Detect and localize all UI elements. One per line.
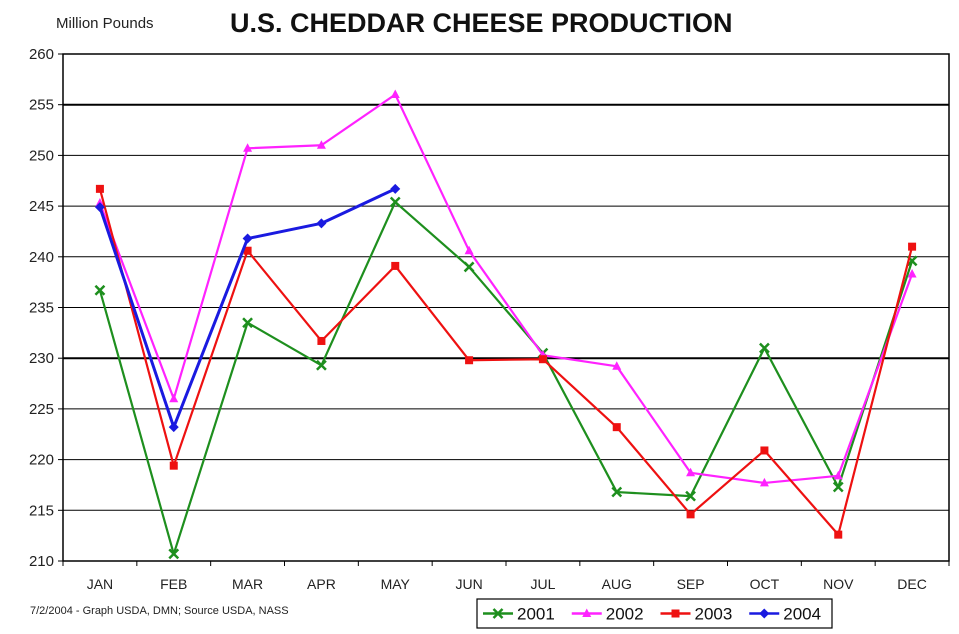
data-point bbox=[612, 423, 621, 432]
y-tick-label: 255 bbox=[29, 97, 54, 114]
data-point bbox=[391, 261, 400, 270]
legend-label: 2004 bbox=[783, 605, 821, 624]
data-point bbox=[686, 467, 696, 477]
data-point bbox=[686, 510, 695, 519]
x-tick-label: JUN bbox=[455, 576, 482, 592]
data-point bbox=[390, 183, 401, 194]
data-point bbox=[169, 461, 178, 470]
data-point bbox=[168, 548, 180, 560]
series-2003 bbox=[95, 184, 917, 539]
data-point bbox=[243, 143, 253, 152]
series-line bbox=[98, 200, 914, 556]
y-tick-label: 260 bbox=[29, 46, 54, 63]
data-point bbox=[612, 361, 622, 370]
data-point bbox=[464, 245, 474, 255]
data-point bbox=[760, 446, 769, 455]
legend-marker bbox=[582, 608, 592, 617]
legend: 2001 2002 2003 2004 bbox=[476, 598, 833, 629]
data-point bbox=[832, 481, 844, 493]
data-point bbox=[759, 342, 770, 354]
legend-item: 2002 bbox=[571, 605, 644, 624]
legend-marker bbox=[759, 608, 770, 619]
data-point bbox=[169, 393, 179, 403]
x-tick-label: MAR bbox=[232, 576, 263, 592]
x-tick-label: MAY bbox=[381, 576, 411, 592]
data-point bbox=[168, 422, 179, 433]
data-point bbox=[94, 202, 105, 213]
series-2004 bbox=[94, 183, 401, 433]
data-point bbox=[907, 269, 917, 278]
data-point bbox=[759, 477, 769, 487]
data-point bbox=[908, 242, 917, 251]
series-line bbox=[98, 188, 914, 536]
x-tick-labels: JAN FEB MAR APR MAY JUN JUL AUG SEP OCT NOV DEC bbox=[87, 576, 927, 592]
legend-label: 2003 bbox=[695, 605, 733, 624]
legend-item: 2001 bbox=[483, 605, 555, 624]
y-tick-label: 230 bbox=[29, 350, 54, 367]
y-tick-label: 250 bbox=[29, 147, 54, 164]
data-point bbox=[95, 184, 104, 193]
y-tick-label: 235 bbox=[29, 300, 54, 317]
y-tick-label: 220 bbox=[29, 452, 54, 469]
data-point bbox=[316, 359, 327, 371]
data-point bbox=[611, 486, 623, 498]
x-tick-label: AUG bbox=[602, 576, 632, 592]
x-tick-label: JUL bbox=[530, 576, 555, 592]
data-point bbox=[463, 261, 475, 273]
x-tick-label: DEC bbox=[897, 576, 927, 592]
footnote: 7/2/2004 - Graph USDA, DMN; Source USDA,… bbox=[30, 605, 289, 617]
data-point bbox=[685, 490, 696, 502]
x-tick-label: JAN bbox=[87, 576, 113, 592]
x-tick-label: SEP bbox=[677, 576, 705, 592]
data-point bbox=[390, 89, 400, 99]
chart-title: U.S. CHEDDAR CHEESE PRODUCTION bbox=[230, 8, 733, 38]
y-axis-label: Million Pounds bbox=[56, 15, 154, 32]
data-point bbox=[316, 140, 326, 149]
x-tick-label: NOV bbox=[823, 576, 854, 592]
data-point bbox=[94, 284, 106, 296]
x-tick-label: APR bbox=[307, 576, 336, 592]
data-point bbox=[834, 530, 843, 539]
legend-marker bbox=[671, 609, 680, 618]
data-point bbox=[242, 317, 253, 329]
data-point bbox=[538, 355, 547, 364]
legend-marker bbox=[492, 608, 504, 619]
y-tick-label: 225 bbox=[29, 401, 54, 418]
series-group bbox=[94, 89, 918, 560]
legend-label: 2002 bbox=[606, 605, 644, 624]
y-tick-label: 245 bbox=[29, 198, 54, 215]
y-tick-label: 240 bbox=[29, 249, 54, 266]
data-point bbox=[243, 246, 252, 255]
x-tick-label: FEB bbox=[160, 576, 187, 592]
gridlines bbox=[58, 53, 950, 566]
data-point bbox=[833, 470, 843, 480]
data-point bbox=[317, 336, 326, 345]
y-tick-label: 215 bbox=[29, 502, 54, 519]
data-point bbox=[242, 233, 253, 244]
data-point bbox=[389, 196, 401, 208]
y-tick-labels: 210 215 220 225 230 235 240 245 250 255 260 bbox=[29, 46, 54, 570]
legend-item: 2004 bbox=[749, 605, 821, 624]
x-tick-label: OCT bbox=[750, 576, 780, 592]
y-tick-label: 210 bbox=[29, 553, 54, 570]
series-line bbox=[98, 93, 914, 485]
legend-label: 2001 bbox=[517, 605, 555, 624]
legend-item: 2003 bbox=[660, 605, 733, 624]
data-point bbox=[465, 356, 474, 365]
data-point bbox=[316, 218, 327, 229]
